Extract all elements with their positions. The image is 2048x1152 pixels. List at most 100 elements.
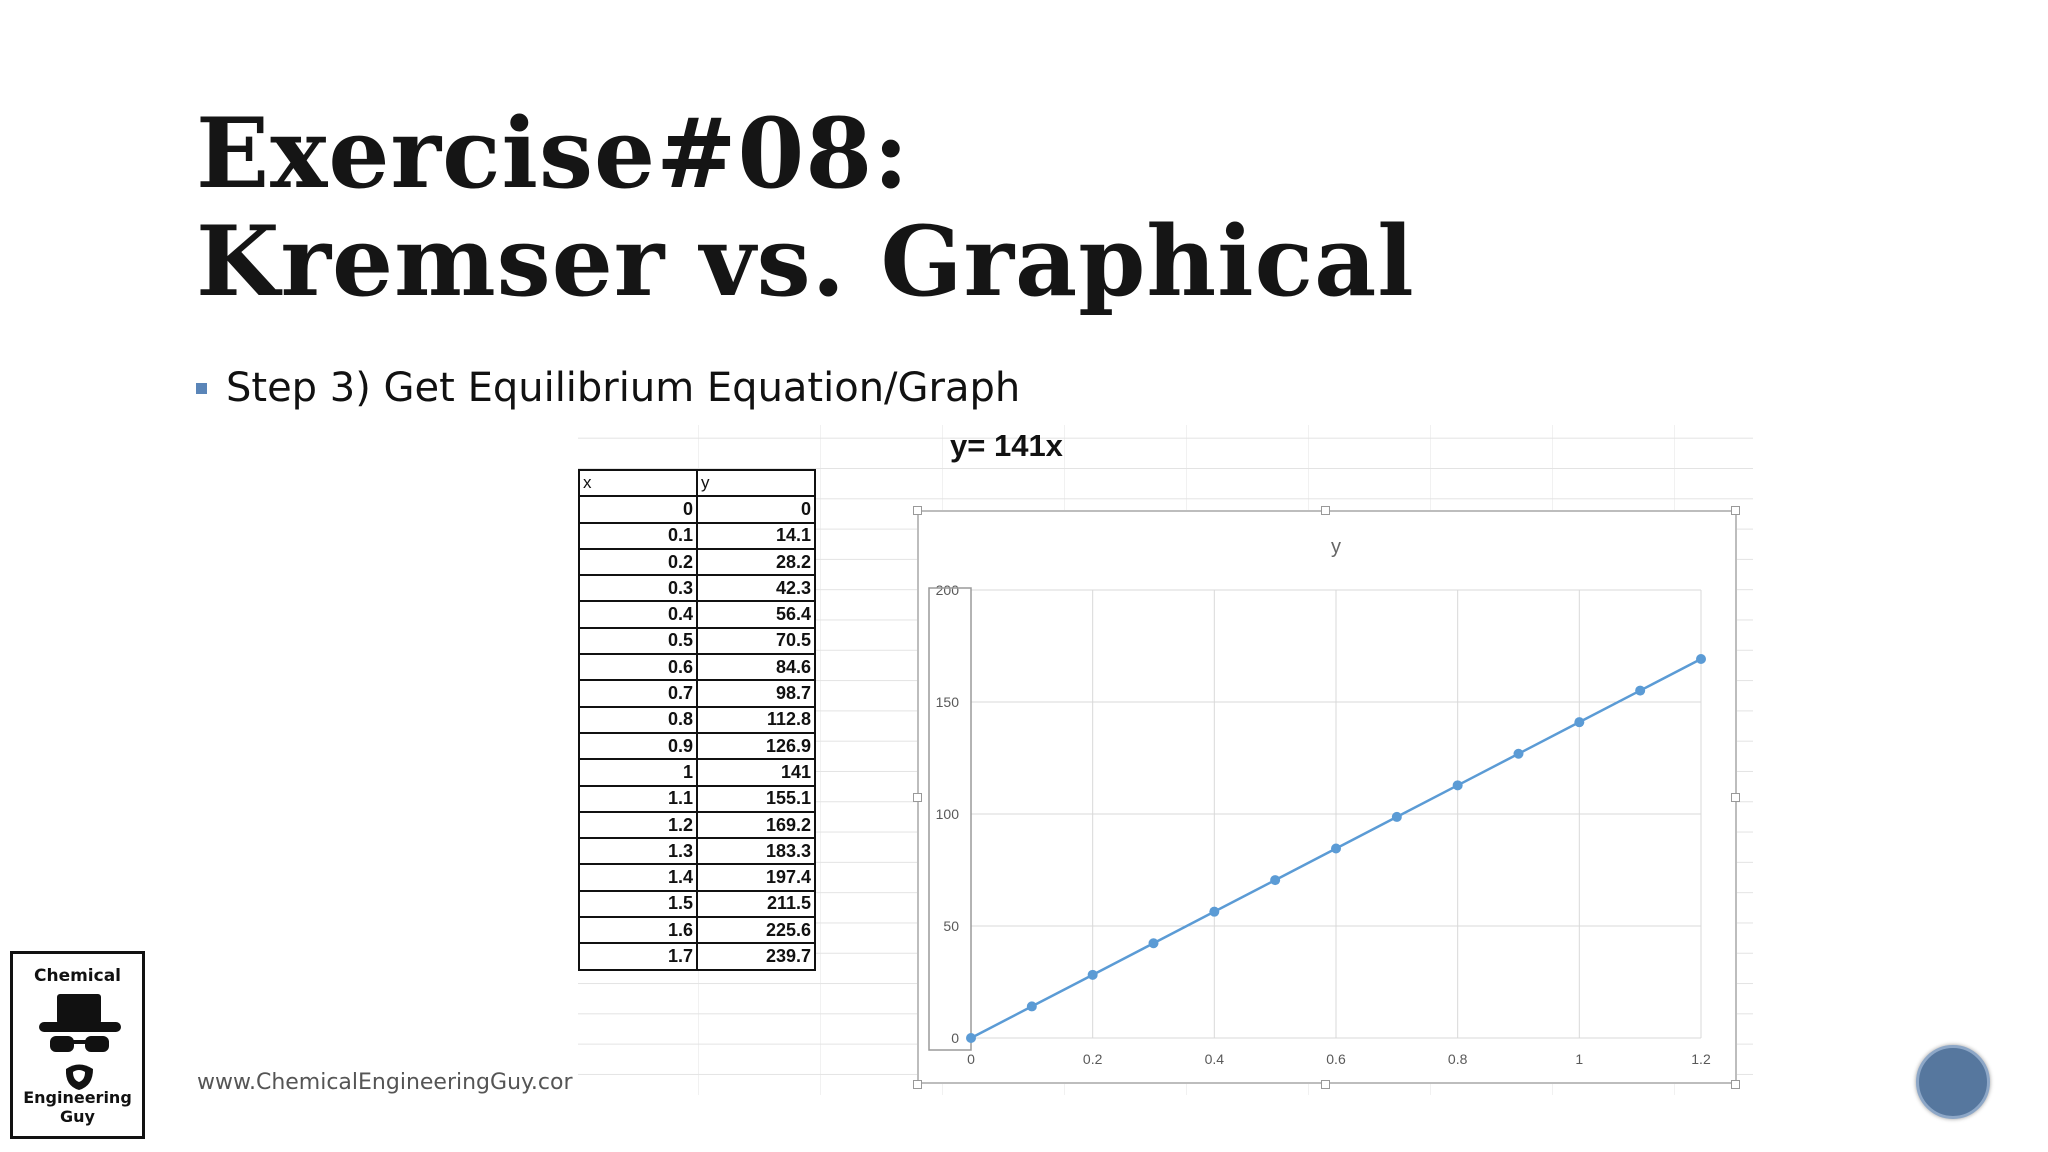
resize-handle[interactable] [1731, 506, 1740, 515]
data-point [1331, 843, 1341, 854]
y-tick-label: 50 [943, 918, 959, 934]
table-cell[interactable]: 1.4 [578, 863, 698, 892]
table-cell[interactable]: 0.7 [578, 679, 698, 708]
table-cell[interactable]: 112.8 [696, 705, 816, 734]
data-point [1270, 875, 1281, 886]
x-tick-label: 0.6 [1326, 1051, 1346, 1067]
table-row: 0.1 14.1 [578, 521, 816, 550]
data-point [1026, 1001, 1037, 1012]
table-cell[interactable]: 1.5 [578, 889, 698, 919]
bullet-text: Step 3) Get Equilibrium Equation/Graph [226, 365, 1021, 411]
chart-frame[interactable] [917, 510, 1737, 1084]
table-cell[interactable]: 0.2 [578, 547, 698, 577]
slide-title-line1: Exercise#08: [196, 97, 910, 210]
table-row: 0.6 84.6 [578, 653, 816, 682]
data-point [1574, 717, 1585, 728]
table-row: 0.9 126.9 [578, 731, 816, 761]
table-cell[interactable]: 98.7 [696, 679, 816, 708]
data-point [1452, 780, 1463, 791]
y-tick-label: 0 [951, 1030, 959, 1046]
table-row: 1.3 183.3 [578, 837, 816, 866]
table-header-cell[interactable]: x [578, 468, 698, 498]
resize-handle[interactable] [913, 793, 922, 802]
table-row: 1.6 225.6 [578, 916, 816, 945]
x-tick-label: 0 [967, 1051, 975, 1067]
y-tick-label: 200 [936, 582, 960, 598]
chart-title: y [1331, 536, 1341, 558]
y-tick-label: 100 [936, 806, 960, 822]
data-point [1148, 938, 1159, 949]
data-point [1087, 969, 1098, 980]
table-cell[interactable]: 169.2 [696, 810, 816, 840]
table-row: 0.3 42.3 [578, 574, 816, 603]
table-cell[interactable]: 1.6 [578, 916, 698, 945]
table-cell[interactable]: 0.1 [578, 521, 698, 550]
table-cell[interactable]: 1.2 [578, 810, 698, 840]
table-row: 1.7 239.7 [578, 942, 816, 971]
table-header-cell[interactable]: y [696, 468, 816, 498]
table-cell[interactable]: 126.9 [696, 731, 816, 761]
resize-handle[interactable] [1731, 793, 1740, 802]
table-cell[interactable]: 0.3 [578, 574, 698, 603]
slide-nav-button[interactable] [1916, 1045, 1990, 1119]
table-cell[interactable]: 42.3 [696, 574, 816, 603]
table-cell[interactable]: 14.1 [696, 521, 816, 550]
table-cell[interactable]: 225.6 [696, 916, 816, 945]
table-cell[interactable]: 56.4 [696, 600, 816, 629]
table-row: 1.1 155.1 [578, 784, 816, 813]
table-cell[interactable]: 0.9 [578, 731, 698, 761]
data-point [1696, 653, 1706, 664]
table-cell[interactable]: 155.1 [696, 784, 816, 813]
hat-guy-icon [39, 994, 121, 1090]
table-cell[interactable]: 1.1 [578, 784, 698, 813]
table-cell[interactable]: 197.4 [696, 863, 816, 892]
table-cell[interactable]: 211.5 [696, 889, 816, 919]
data-point [966, 1033, 976, 1043]
x-tick-label: 1 [1575, 1051, 1583, 1067]
table-cell[interactable]: 0.8 [578, 705, 698, 734]
table-cell[interactable]: 70.5 [696, 626, 816, 656]
table-cell[interactable]: 84.6 [696, 653, 816, 682]
bullet-square-icon [196, 382, 207, 394]
table-cell[interactable]: 183.3 [696, 837, 816, 866]
resize-handle[interactable] [1731, 1080, 1740, 1089]
x-tick-label: 0.2 [1083, 1051, 1103, 1067]
table-row: 1.4 197.4 [578, 863, 816, 892]
equation-label: y= 141x [950, 428, 1063, 463]
bullet-item: Step 3) Get Equilibrium Equation/Graph [196, 360, 1020, 416]
brand-logo: Chemical Engineering Guy [10, 951, 145, 1139]
data-table: x y 0 0 0.1 14.1 0.2 28.2 0.3 42.3 0.4 56.4 0.5 70.5 0… [578, 468, 816, 971]
slide-title: Exercise#08: Kremser vs. Graphical [196, 100, 1415, 316]
logo-bottom-text: Engineering Guy [23, 1088, 132, 1126]
table-row: 1.2 169.2 [578, 810, 816, 840]
resize-handle[interactable] [913, 1080, 922, 1089]
table-cell[interactable]: 1.3 [578, 837, 698, 866]
table-cell[interactable]: 28.2 [696, 547, 816, 577]
table-cell[interactable]: 0.5 [578, 626, 698, 656]
table-cell[interactable]: 0.4 [578, 600, 698, 629]
table-cell[interactable]: 0 [578, 495, 698, 524]
slide-title-line2: Kremser vs. Graphical [196, 205, 1415, 318]
y-tick-label: 150 [936, 694, 960, 710]
resize-handle[interactable] [1321, 506, 1330, 515]
table-cell[interactable]: 0 [696, 495, 816, 524]
table-cell[interactable]: 141 [696, 758, 816, 787]
table-cell[interactable]: 1.7 [578, 942, 698, 971]
x-tick-label: 1.2 [1691, 1051, 1711, 1067]
table-row: 0.4 56.4 [578, 600, 816, 629]
table-row: 0.2 28.2 [578, 547, 816, 577]
table-cell[interactable]: 239.7 [696, 942, 816, 971]
data-point [1209, 906, 1220, 917]
data-point [1635, 685, 1646, 696]
resize-handle[interactable] [913, 506, 922, 515]
table-cell[interactable]: 0.6 [578, 653, 698, 682]
table-cell[interactable]: 1 [578, 758, 698, 787]
y-axis-selection-box [928, 587, 972, 1051]
data-point [1391, 811, 1402, 822]
footer-url[interactable]: www.ChemicalEngineeringGuy.cor [197, 1070, 573, 1095]
resize-handle[interactable] [1321, 1080, 1330, 1089]
table-row: 1 141 [578, 758, 816, 787]
table-row: 0.7 98.7 [578, 679, 816, 708]
